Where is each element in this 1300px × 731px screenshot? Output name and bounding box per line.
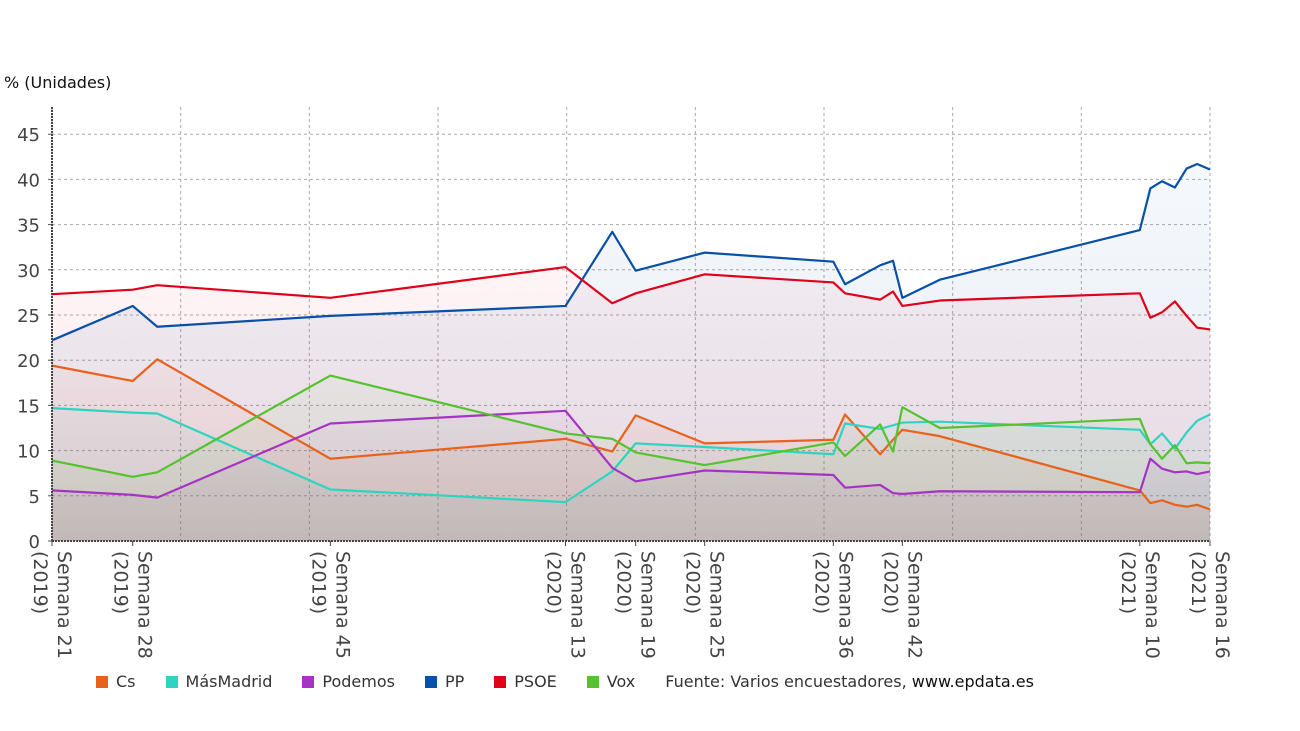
series-line-podemos xyxy=(51,409,1211,499)
series-line-pp xyxy=(51,162,1211,342)
y-tick-label: 15 xyxy=(17,396,40,417)
x-tick-label: Semana 21 xyxy=(53,551,75,659)
x-tick-year-label: (2020) xyxy=(879,551,901,614)
x-tick-label: Semana 13 xyxy=(566,551,588,659)
y-tick-label: 0 xyxy=(29,532,40,553)
x-tick-label: Semana 28 xyxy=(134,551,156,659)
x-tick-year-label: (2020) xyxy=(682,551,704,614)
source-text: Fuente: Varios encuestadores, xyxy=(665,672,912,691)
legend-swatch xyxy=(96,675,108,688)
legend-label: PSOE xyxy=(514,672,557,691)
y-tick-label: 40 xyxy=(17,170,40,191)
legend-item-cs[interactable]: Cs xyxy=(96,672,136,691)
legend: Cs MásMadrid Podemos PP PSOE Vox Fuente: Vari… xyxy=(96,672,1034,691)
x-tick-label: Semana 19 xyxy=(637,551,659,659)
x-tick-year-label: (2019) xyxy=(307,551,329,614)
series-line-cs xyxy=(51,358,1211,511)
x-tick-label: Semana 45 xyxy=(331,551,353,659)
x-tick-label: Semana 36 xyxy=(834,551,856,659)
series-line-másmadrid xyxy=(51,407,1211,504)
source-note: Fuente: Varios encuestadores, www.epdata… xyxy=(665,672,1034,691)
legend-swatch xyxy=(586,675,599,688)
legend-item-psoe[interactable]: PSOE xyxy=(494,672,557,691)
x-tick-year-label: (2020) xyxy=(613,551,635,614)
legend-swatch xyxy=(494,675,507,688)
legend-label: Vox xyxy=(606,672,636,691)
y-tick-label: 10 xyxy=(17,442,40,463)
y-tick-label: 30 xyxy=(17,261,40,282)
y-tick-label: 5 xyxy=(29,487,40,508)
area-vox xyxy=(52,375,1210,541)
legend-swatch xyxy=(165,675,178,688)
x-tick-label: Semana 16 xyxy=(1211,551,1233,659)
legend-label: PP xyxy=(444,672,465,691)
series-line-vox xyxy=(51,374,1211,478)
y-tick-label: 45 xyxy=(17,125,40,146)
y-tick-label: 35 xyxy=(17,216,40,237)
x-tick-label: Semana 25 xyxy=(706,551,728,659)
x-tick-year-label: (2021) xyxy=(1117,551,1139,614)
y-axis-label: % (Unidades) xyxy=(4,73,112,92)
legend-label: MásMadrid xyxy=(185,672,273,691)
x-tick-year-label: (2020) xyxy=(542,551,564,614)
legend-item-vox[interactable]: Vox xyxy=(586,672,636,691)
legend-swatch xyxy=(424,675,437,688)
x-tick-label: Semana 10 xyxy=(1141,551,1163,659)
legend-swatch xyxy=(302,675,315,688)
legend-label: Podemos xyxy=(322,672,395,691)
legend-item-másmadrid[interactable]: MásMadrid xyxy=(165,672,273,691)
y-tick-label: 25 xyxy=(17,306,40,327)
x-tick-year-label: (2019) xyxy=(29,551,51,614)
legend-item-pp[interactable]: PP xyxy=(424,672,465,691)
x-tick-label: Semana 42 xyxy=(903,551,925,659)
legend-item-podemos[interactable]: Podemos xyxy=(302,672,395,691)
legend-label: Cs xyxy=(116,672,136,691)
y-tick-label: 20 xyxy=(17,351,40,372)
x-tick-year-label: (2019) xyxy=(110,551,132,614)
series-line-psoe xyxy=(51,265,1211,331)
x-tick-year-label: (2020) xyxy=(810,551,832,614)
source-link[interactable]: www.epdata.es xyxy=(911,672,1034,691)
x-tick-year-label: (2021) xyxy=(1187,551,1209,614)
